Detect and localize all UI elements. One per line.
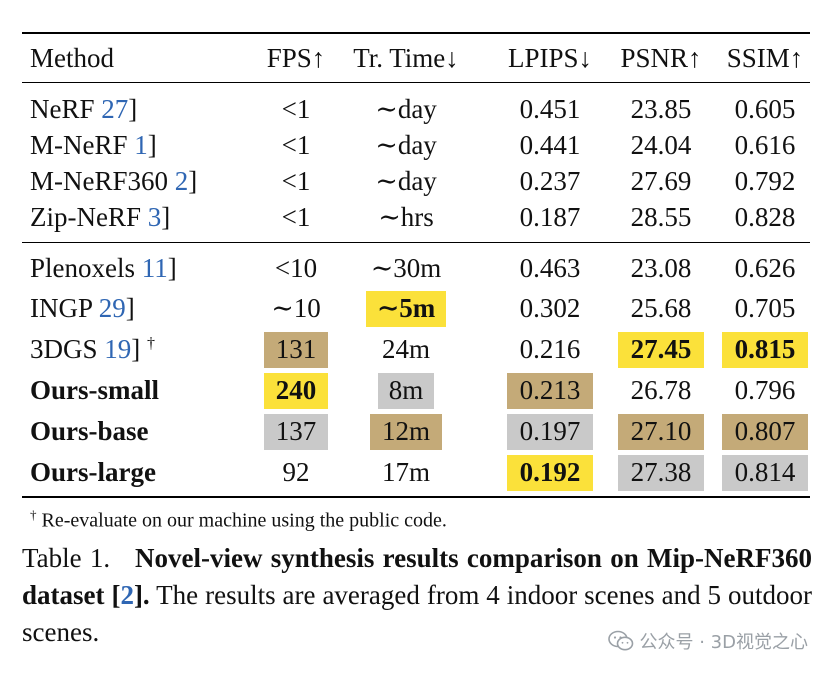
method-name: Plenoxels 11] bbox=[30, 253, 177, 283]
method-name: Ours-small bbox=[30, 375, 160, 405]
highlight-second bbox=[722, 455, 808, 491]
highlight-second bbox=[264, 414, 328, 450]
header-rule bbox=[22, 82, 810, 83]
method-name: 3DGS 19] † bbox=[30, 334, 156, 364]
table-row: 3DGS 19] † 131 24m 0.216 27.45 0.815 bbox=[0, 331, 832, 368]
method-name: NeRF 27] bbox=[30, 94, 138, 124]
highlight-second bbox=[618, 455, 704, 491]
group-rule bbox=[22, 242, 810, 243]
table-header: Method FPS↑ Tr. Time↓ LPIPS↓ PSNR↑ SSIM↑ bbox=[0, 40, 832, 76]
watermark: 公众号 · 3D视觉之心 bbox=[607, 628, 808, 654]
table-row: INGP 29] ∼10 ∼5m 0.302 25.68 0.705 bbox=[0, 290, 832, 327]
method-name: Zip-NeRF 3] bbox=[30, 202, 171, 232]
highlight-first bbox=[264, 373, 328, 409]
method-name: Ours-base bbox=[30, 416, 149, 446]
bottom-rule bbox=[22, 496, 810, 498]
header-lpips: LPIPS↓ bbox=[507, 43, 593, 73]
method-name: Ours-large bbox=[30, 457, 156, 487]
highlight-third bbox=[618, 414, 704, 450]
highlight-third bbox=[507, 373, 593, 409]
header-psnr: PSNR↑ bbox=[620, 43, 702, 73]
highlight-first bbox=[618, 332, 704, 368]
highlight-third bbox=[264, 332, 328, 368]
method-name: M-NeRF360 2] bbox=[30, 166, 198, 196]
footnote: † Re-evaluate on our machine using the p… bbox=[30, 507, 447, 532]
table-row: Zip-NeRF 3] <1 ∼hrs 0.187 28.55 0.828 bbox=[0, 199, 832, 235]
highlight-first bbox=[722, 332, 808, 368]
table-row: Ours-large 92 17m 0.192 27.38 0.814 bbox=[0, 454, 832, 491]
method-name: M-NeRF 1] bbox=[30, 130, 157, 160]
highlight-second bbox=[378, 373, 434, 409]
header-ssim: SSIM↑ bbox=[726, 43, 804, 73]
table-row: Ours-base 137 12m 0.197 27.10 0.807 bbox=[0, 413, 832, 450]
highlight-first bbox=[507, 455, 593, 491]
table-row: Ours-small 240 8m 0.213 26.78 0.796 bbox=[0, 372, 832, 409]
highlight-third bbox=[370, 414, 442, 450]
highlight-third bbox=[722, 414, 808, 450]
method-name: INGP 29] bbox=[30, 293, 135, 323]
table-row: NeRF 27] <1 ∼day 0.451 23.85 0.605 bbox=[0, 91, 832, 127]
table-row: M-NeRF360 2] <1 ∼day 0.237 27.69 0.792 bbox=[0, 163, 832, 199]
table-row: Plenoxels 11] <10 ∼30m 0.463 23.08 0.626 bbox=[0, 250, 832, 286]
header-method: Method bbox=[30, 43, 114, 73]
header-fps: FPS↑ bbox=[266, 43, 326, 73]
caption-label: Table 1. bbox=[22, 543, 111, 573]
highlight-second bbox=[507, 414, 593, 450]
header-train-time: Tr. Time↓ bbox=[353, 43, 459, 73]
wechat-icon bbox=[607, 630, 633, 651]
highlight-first bbox=[366, 291, 446, 327]
top-rule bbox=[22, 32, 810, 34]
table-row: M-NeRF 1] <1 ∼day 0.441 24.04 0.616 bbox=[0, 127, 832, 163]
table-caption: Table 1. Novel-view synthesis results co… bbox=[22, 543, 813, 647]
